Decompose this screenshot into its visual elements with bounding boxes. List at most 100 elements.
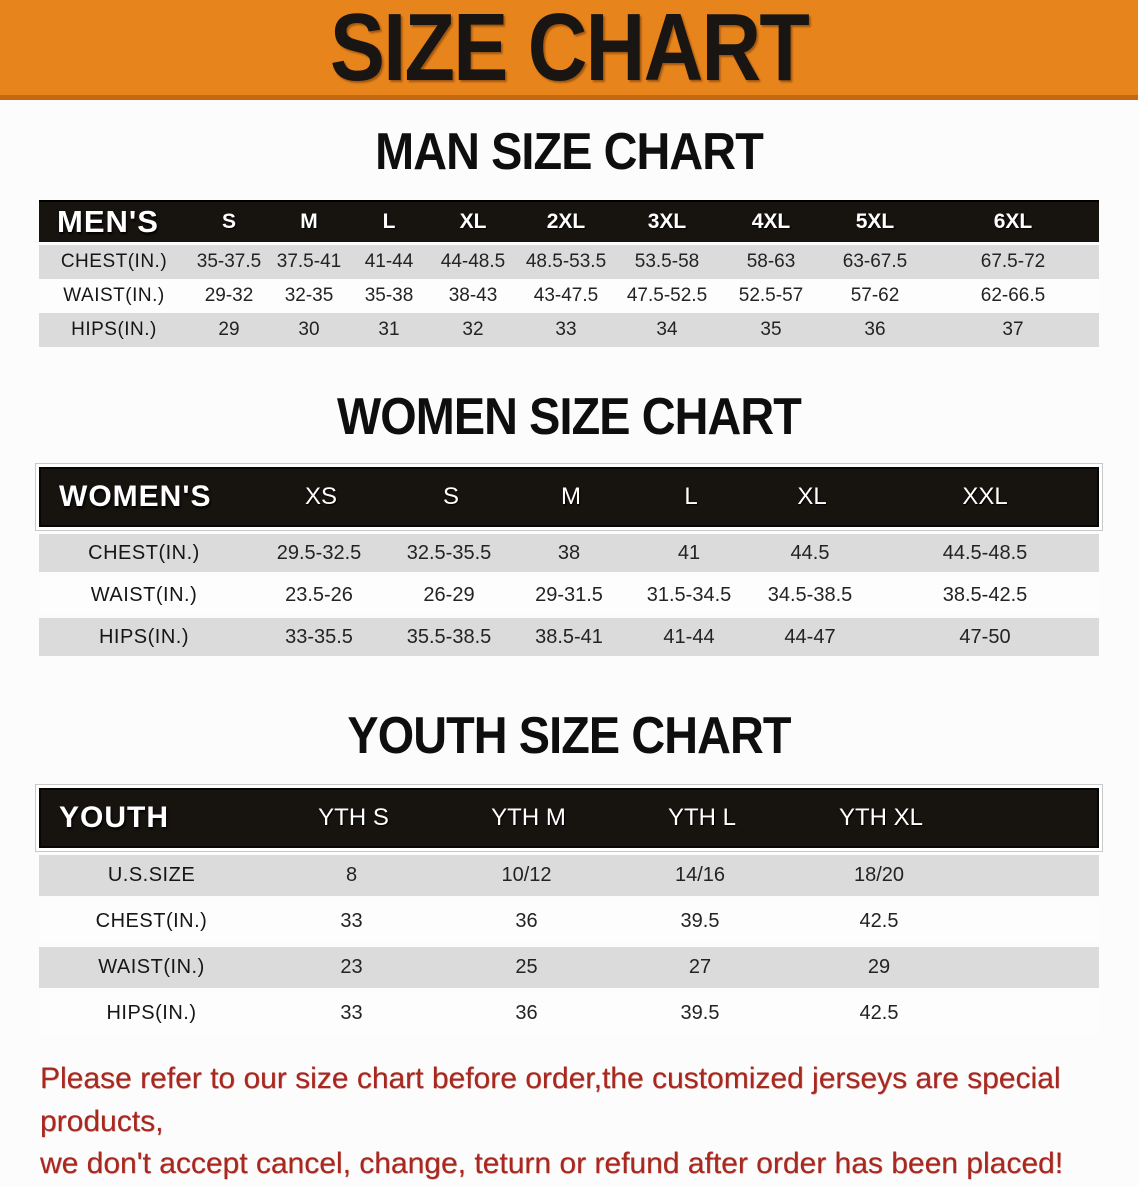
value-cell: 44-47 <box>784 625 836 648</box>
value-cell: 33 <box>340 910 363 932</box>
table-row: WAIST(IN.) 23 25 27 29 <box>39 947 1099 988</box>
row-label-cell: HIPS(IN.) <box>71 319 157 340</box>
row-label-cell: WAIST(IN.) <box>98 956 205 978</box>
table-title-cell: MEN'S <box>57 204 159 239</box>
table-title-cell: WOMEN'S <box>59 480 212 513</box>
value-cell: 38-43 <box>448 285 498 306</box>
value-cell: 37.5-41 <box>276 251 342 272</box>
row-label-cell: U.S.SIZE <box>107 864 196 886</box>
size-header-cell: YTH L <box>667 804 736 831</box>
value-cell: 18/20 <box>853 864 905 886</box>
women-section-title: WOMEN SIZE CHART <box>337 388 802 446</box>
value-cell: 52.5-57 <box>738 285 804 306</box>
value-cell: 32 <box>462 319 484 340</box>
value-cell: 23 <box>340 956 363 978</box>
table-header-row: YOUTH YTH S YTH M YTH L YTH XL <box>39 788 1099 848</box>
value-cell: 38 <box>557 541 581 564</box>
value-cell: 47-50 <box>959 625 1011 648</box>
size-header-cell: L <box>382 210 396 233</box>
value-cell: 33-35.5 <box>285 625 353 648</box>
value-cell: 39.5 <box>680 1002 720 1024</box>
value-cell: 30 <box>298 319 320 340</box>
value-cell: 43-47.5 <box>533 285 599 306</box>
size-header-cell: YTH S <box>318 804 389 831</box>
size-header-cell: 3XL <box>647 210 687 233</box>
table-row: HIPS(IN.) 29 30 31 32 33 34 35 36 37 <box>39 313 1099 347</box>
value-cell: 57-62 <box>850 285 900 306</box>
value-cell: 38.5-42.5 <box>942 583 1028 606</box>
value-cell: 26-29 <box>423 583 475 606</box>
value-cell: 47.5-52.5 <box>626 285 708 306</box>
order-note-line1: Please refer to our size chart before or… <box>40 1062 1061 1138</box>
value-cell: 53.5-58 <box>634 251 700 272</box>
size-header-cell: 4XL <box>751 210 791 233</box>
man-section-title: MAN SIZE CHART <box>375 123 764 181</box>
value-cell: 31.5-34.5 <box>646 583 732 606</box>
size-header-cell: S <box>221 210 236 233</box>
row-label-cell: CHEST(IN.) <box>95 910 208 932</box>
value-cell: 42.5 <box>859 1002 899 1024</box>
value-cell: 34.5-38.5 <box>767 583 853 606</box>
youth-size-table: YOUTH YTH S YTH M YTH L YTH XL U.S.SIZE 8 10/12… <box>39 788 1099 1034</box>
value-cell: 63-67.5 <box>842 251 908 272</box>
table-row: CHEST(IN.) 29.5-32.5 32.5-35.5 38 41 44.5 44.5… <box>39 534 1099 572</box>
value-cell: 38.5-41 <box>535 625 603 648</box>
value-cell: 8 <box>345 864 358 886</box>
value-cell: 10/12 <box>501 864 552 886</box>
value-cell: 14/16 <box>674 864 726 886</box>
value-cell: 29-31.5 <box>535 583 603 606</box>
value-cell: 32.5-35.5 <box>406 541 492 564</box>
value-cell: 33 <box>555 319 577 340</box>
value-cell: 35-37.5 <box>196 251 262 272</box>
order-note: Please refer to our size chart before or… <box>40 1058 1138 1186</box>
size-header-cell: L <box>684 483 698 510</box>
value-cell: 31 <box>378 319 400 340</box>
value-cell: 58-63 <box>746 251 796 272</box>
value-cell: 67.5-72 <box>980 251 1046 272</box>
value-cell: 29-32 <box>204 285 254 306</box>
table-row: WAIST(IN.) 23.5-26 26-29 29-31.5 31.5-34.5 34… <box>39 576 1099 614</box>
women-size-table: WOMEN'S XS S M L XL XXL CHEST(IN.) 29.5-32.5 32.5… <box>39 467 1099 656</box>
row-label-cell: HIPS(IN.) <box>98 625 190 648</box>
men-size-table: MEN'S S M L XL 2XL 3XL 4XL 5XL 6XL CHEST(IN.) 35-37… <box>39 200 1099 347</box>
size-header-cell: 2XL <box>546 210 586 233</box>
table-row: CHEST(IN.) 33 36 39.5 42.5 <box>39 901 1099 942</box>
table-row: HIPS(IN.) 33-35.5 35.5-38.5 38.5-41 41-44 44-… <box>39 618 1099 656</box>
value-cell: 48.5-53.5 <box>525 251 607 272</box>
row-label-cell: WAIST(IN.) <box>90 583 198 606</box>
banner-title: SIZE CHART <box>329 0 810 101</box>
size-header-cell: YTH XL <box>838 804 924 831</box>
table-header-row: WOMEN'S XS S M L XL XXL <box>39 467 1099 527</box>
size-header-cell: XS <box>304 483 337 510</box>
size-header-cell: S <box>442 483 459 510</box>
value-cell: 36 <box>515 1002 538 1024</box>
value-cell: 37 <box>1002 319 1024 340</box>
value-cell: 32-35 <box>284 285 334 306</box>
order-note-line2: we don't accept cancel, change, teturn o… <box>40 1147 1064 1181</box>
table-row: WAIST(IN.) 29-32 32-35 35-38 38-43 43-47.5 47.… <box>39 279 1099 313</box>
value-cell: 44.5 <box>790 541 830 564</box>
value-cell: 29.5-32.5 <box>276 541 362 564</box>
value-cell: 29 <box>218 319 240 340</box>
value-cell: 35 <box>760 319 782 340</box>
table-row: U.S.SIZE 8 10/12 14/16 18/20 <box>39 855 1099 896</box>
value-cell: 33 <box>340 1002 363 1024</box>
value-cell: 27 <box>688 956 712 978</box>
size-header-cell: XL <box>459 210 487 233</box>
value-cell: 35.5-38.5 <box>406 625 492 648</box>
value-cell: 44-48.5 <box>440 251 506 272</box>
row-label-cell: CHEST(IN.) <box>88 541 200 564</box>
value-cell: 23.5-26 <box>285 583 353 606</box>
size-chart-content: MAN SIZE CHART MEN'S S M L XL 2XL 3XL 4XL 5XL 6XL… <box>0 122 1138 1186</box>
value-cell: 35-38 <box>364 285 414 306</box>
size-header-cell: M <box>561 483 581 510</box>
row-label-cell: HIPS(IN.) <box>106 1002 197 1024</box>
table-header-row: MEN'S S M L XL 2XL 3XL 4XL 5XL 6XL <box>39 200 1099 242</box>
value-cell: 44.5-48.5 <box>942 541 1028 564</box>
table-title-cell: YOUTH <box>59 801 169 834</box>
value-cell: 42.5 <box>859 910 899 932</box>
youth-section-title: YOUTH SIZE CHART <box>347 707 791 765</box>
value-cell: 34 <box>656 319 678 340</box>
value-cell: 39.5 <box>680 910 720 932</box>
